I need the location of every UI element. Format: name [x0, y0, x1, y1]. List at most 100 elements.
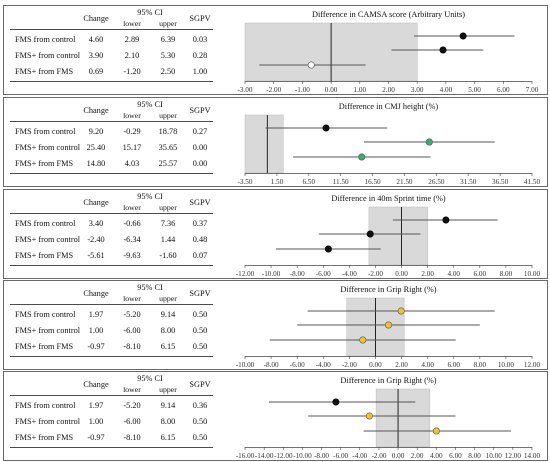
- x-tick-label: 6.00: [497, 86, 510, 94]
- panel-border: [3, 280, 548, 370]
- cell-upper: 6.39: [161, 35, 176, 44]
- header-95ci: 95% CI: [137, 8, 163, 17]
- cell-sgpv: 1.00: [193, 67, 208, 76]
- cell-sgpv: 0.27: [193, 127, 208, 136]
- x-tick-label: 5.00: [468, 86, 481, 94]
- x-tick-label: 7.00: [526, 86, 539, 94]
- row-label: FMS+ from FMS: [15, 433, 74, 442]
- chart-title: Difference in CMJ height (%): [339, 102, 439, 111]
- x-tick-label: 6.50: [302, 178, 315, 186]
- x-tick-label: 2.00: [421, 270, 434, 278]
- cell-change: -0.97: [87, 342, 104, 351]
- cell-lower: -0.29: [123, 127, 140, 136]
- cell-sgpv: 0.50: [193, 310, 208, 319]
- row-label: FMS+ from control: [15, 235, 81, 244]
- cell-lower: 4.03: [125, 159, 140, 168]
- panel-3: [3, 189, 548, 279]
- cell-lower: -6.00: [123, 417, 140, 426]
- header-change: Change: [83, 289, 109, 298]
- cell-change: 3.90: [89, 51, 104, 60]
- cell-change: 1.00: [89, 326, 104, 335]
- header-lower: lower: [123, 203, 141, 212]
- x-tick-label: -16.00: [236, 452, 255, 460]
- x-tick-label: -10.00: [293, 452, 312, 460]
- x-tick-label: 31.50: [460, 178, 477, 186]
- x-tick-label: 0.00: [395, 270, 408, 278]
- x-tick-label: -6.00: [316, 270, 331, 278]
- x-tick-label: -14.00: [255, 452, 274, 460]
- point-estimate: [324, 245, 332, 253]
- x-tick-label: -2.00: [342, 361, 357, 369]
- header-sgpv: SGPV: [189, 106, 210, 115]
- x-tick-label: 0.00: [369, 361, 382, 369]
- cell-sgpv: 0.48: [193, 235, 208, 244]
- chart-title: Difference in CAMSA score (Arbitrary Uni…: [312, 10, 465, 19]
- cell-upper: 1.44: [161, 235, 176, 244]
- x-tick-label: 12.00: [524, 361, 541, 369]
- x-tick-label: 41.50: [524, 178, 541, 186]
- cell-lower: 2.10: [125, 51, 140, 60]
- x-tick-label: 4.00: [447, 270, 460, 278]
- row-label: FMS from control: [15, 127, 76, 136]
- x-tick-label: 1.50: [271, 178, 284, 186]
- null-interval-band: [368, 206, 428, 266]
- x-tick-label: 6.00: [447, 361, 460, 369]
- header-upper: upper: [159, 203, 177, 212]
- x-tick-label: 14.00: [524, 452, 541, 460]
- cell-change: 1.97: [89, 401, 104, 410]
- header-sgpv: SGPV: [189, 289, 210, 298]
- x-tick-label: 2.00: [411, 452, 424, 460]
- cell-change: 25.40: [87, 143, 106, 152]
- header-change: Change: [83, 198, 109, 207]
- header-upper: upper: [159, 19, 177, 28]
- x-tick-label: -4.00: [342, 270, 357, 278]
- cell-sgpv: 0.00: [193, 143, 208, 152]
- x-tick-label: -12.00: [236, 270, 255, 278]
- chart-title: Difference in 40m Sprint time (%): [331, 194, 446, 203]
- row-label: FMS+ from control: [15, 417, 81, 426]
- header-95ci: 95% CI: [137, 192, 163, 201]
- cell-change: -0.97: [87, 433, 104, 442]
- cell-sgpv: 0.50: [193, 342, 208, 351]
- header-lower: lower: [123, 19, 141, 28]
- cell-lower: -5.20: [123, 401, 140, 410]
- x-tick-label: 8.00: [468, 452, 481, 460]
- x-tick-label: 2.00: [382, 86, 395, 94]
- x-tick-label: 2.00: [395, 361, 408, 369]
- x-tick-label: -2.00: [266, 86, 281, 94]
- cell-sgpv: 0.03: [193, 35, 208, 44]
- x-tick-label: 12.00: [505, 452, 522, 460]
- x-tick-label: 10.00: [486, 452, 503, 460]
- point-estimate: [307, 61, 315, 69]
- x-tick-label: 6.00: [474, 270, 487, 278]
- x-tick-label: -1.00: [295, 86, 310, 94]
- point-estimate: [332, 398, 340, 406]
- row-label: FMS+ from FMS: [15, 67, 74, 76]
- point-estimate: [425, 138, 433, 146]
- point-estimate: [384, 321, 392, 329]
- cell-change: -5.61: [87, 251, 104, 260]
- cell-change: 14.80: [87, 159, 106, 168]
- x-tick-label: 11.50: [333, 178, 349, 186]
- cell-sgpv: 0.07: [193, 251, 208, 260]
- cell-change: 0.69: [89, 67, 104, 76]
- cell-change: 9.20: [89, 127, 104, 136]
- x-tick-label: 0.00: [325, 86, 338, 94]
- panel-1: [3, 5, 548, 95]
- cell-sgpv: 0.50: [193, 433, 208, 442]
- cell-upper: -1.60: [159, 251, 176, 260]
- x-tick-label: -8.00: [290, 270, 305, 278]
- x-tick-label: 8.00: [500, 270, 513, 278]
- point-estimate: [432, 427, 440, 435]
- x-tick-label: -3.00: [238, 86, 253, 94]
- panel-border: [3, 371, 548, 461]
- cell-lower: -1.20: [123, 67, 140, 76]
- point-estimate: [365, 412, 373, 420]
- panel-border: [3, 5, 548, 95]
- cell-upper: 35.65: [159, 143, 178, 152]
- cell-upper: 2.50: [161, 67, 176, 76]
- panel-5: [3, 371, 548, 461]
- cell-lower: -0.66: [123, 219, 140, 228]
- cell-upper: 18.78: [159, 127, 178, 136]
